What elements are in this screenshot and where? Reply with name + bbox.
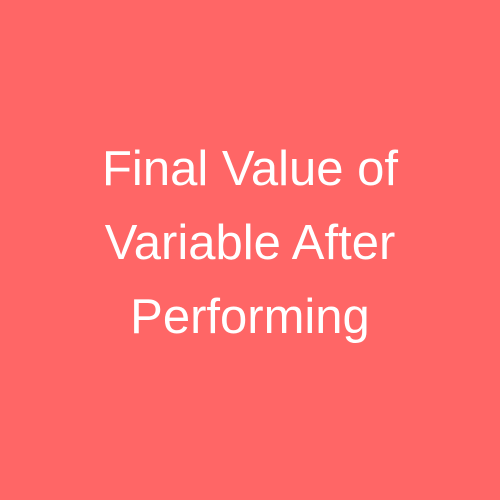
title-line-2: Variable After bbox=[104, 216, 396, 270]
card-title: Final Value of Variable After Performing bbox=[40, 132, 460, 354]
title-line-3: Performing bbox=[130, 290, 370, 344]
title-line-1: Final Value of bbox=[102, 142, 398, 196]
